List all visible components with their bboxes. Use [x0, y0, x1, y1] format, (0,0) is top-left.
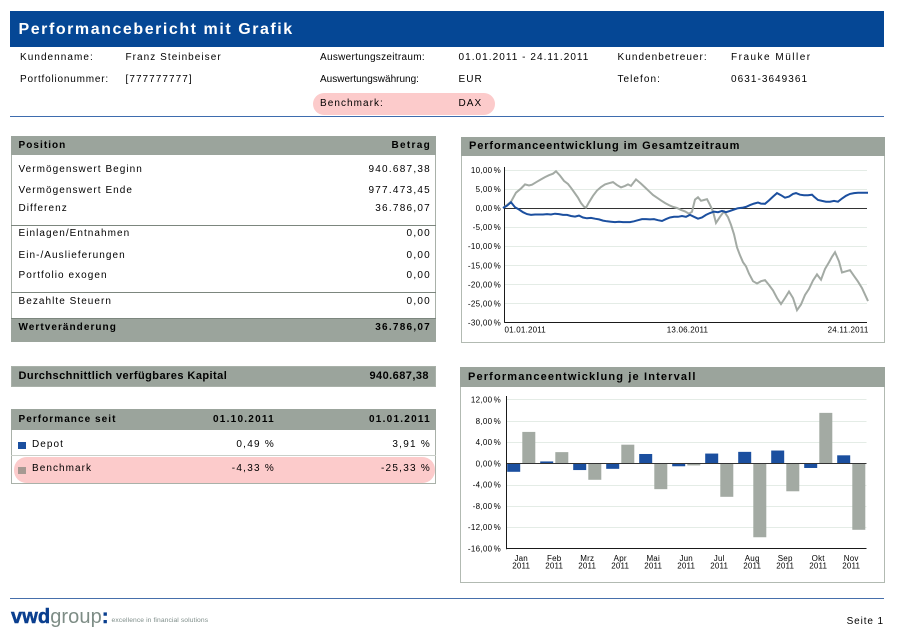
svg-text:13.06.2011: 13.06.2011: [667, 326, 709, 335]
svg-text:Jun: Jun: [679, 554, 693, 563]
svg-text:2011: 2011: [611, 562, 629, 571]
svg-text:-10,00%: -10,00%: [468, 242, 501, 251]
svg-text:2011: 2011: [512, 562, 530, 571]
svg-text:-30,00%: -30,00%: [468, 319, 501, 328]
svg-text:-16,00%: -16,00%: [468, 545, 501, 554]
svg-text:Okt: Okt: [812, 554, 826, 563]
svg-text:-25,00%: -25,00%: [468, 300, 501, 309]
svg-text:2011: 2011: [743, 562, 761, 571]
svg-text:2011: 2011: [677, 562, 695, 571]
svg-text:5,00%: 5,00%: [476, 185, 501, 194]
svg-text:2011: 2011: [842, 562, 860, 571]
svg-text:-4,00%: -4,00%: [473, 481, 501, 490]
svg-text:-8,00%: -8,00%: [473, 502, 501, 511]
svg-text:2011: 2011: [776, 562, 794, 571]
svg-text:2011: 2011: [644, 562, 662, 571]
svg-text:12,00%: 12,00%: [471, 396, 501, 405]
svg-text:Mrz: Mrz: [580, 554, 594, 563]
svg-text:2011: 2011: [809, 562, 827, 571]
svg-text:10,00%: 10,00%: [471, 166, 501, 175]
svg-text:-20,00%: -20,00%: [468, 280, 501, 289]
svg-text:8,00%: 8,00%: [476, 417, 501, 426]
svg-text:Mai: Mai: [646, 554, 660, 563]
svg-text:Jan: Jan: [514, 554, 528, 563]
svg-text:-12,00%: -12,00%: [468, 523, 501, 532]
svg-text:24.11.2011: 24.11.2011: [828, 326, 869, 335]
svg-text:0,00%: 0,00%: [476, 204, 501, 213]
svg-text:-5,00%: -5,00%: [473, 223, 501, 232]
svg-text:2011: 2011: [578, 562, 596, 571]
svg-text:Feb: Feb: [547, 554, 562, 563]
svg-text:2011: 2011: [710, 562, 728, 571]
svg-text:Jul: Jul: [714, 554, 725, 563]
svg-text:Sep: Sep: [778, 554, 793, 563]
svg-text:2011: 2011: [545, 562, 563, 571]
svg-text:4,00%: 4,00%: [476, 438, 501, 447]
svg-text:0,00%: 0,00%: [476, 459, 501, 468]
svg-text:Nov: Nov: [844, 554, 859, 563]
svg-text:-15,00%: -15,00%: [468, 261, 501, 270]
svg-text:Aug: Aug: [745, 554, 760, 563]
svg-text:01.01.2011: 01.01.2011: [505, 326, 547, 335]
svg-text:Apr: Apr: [614, 554, 627, 563]
